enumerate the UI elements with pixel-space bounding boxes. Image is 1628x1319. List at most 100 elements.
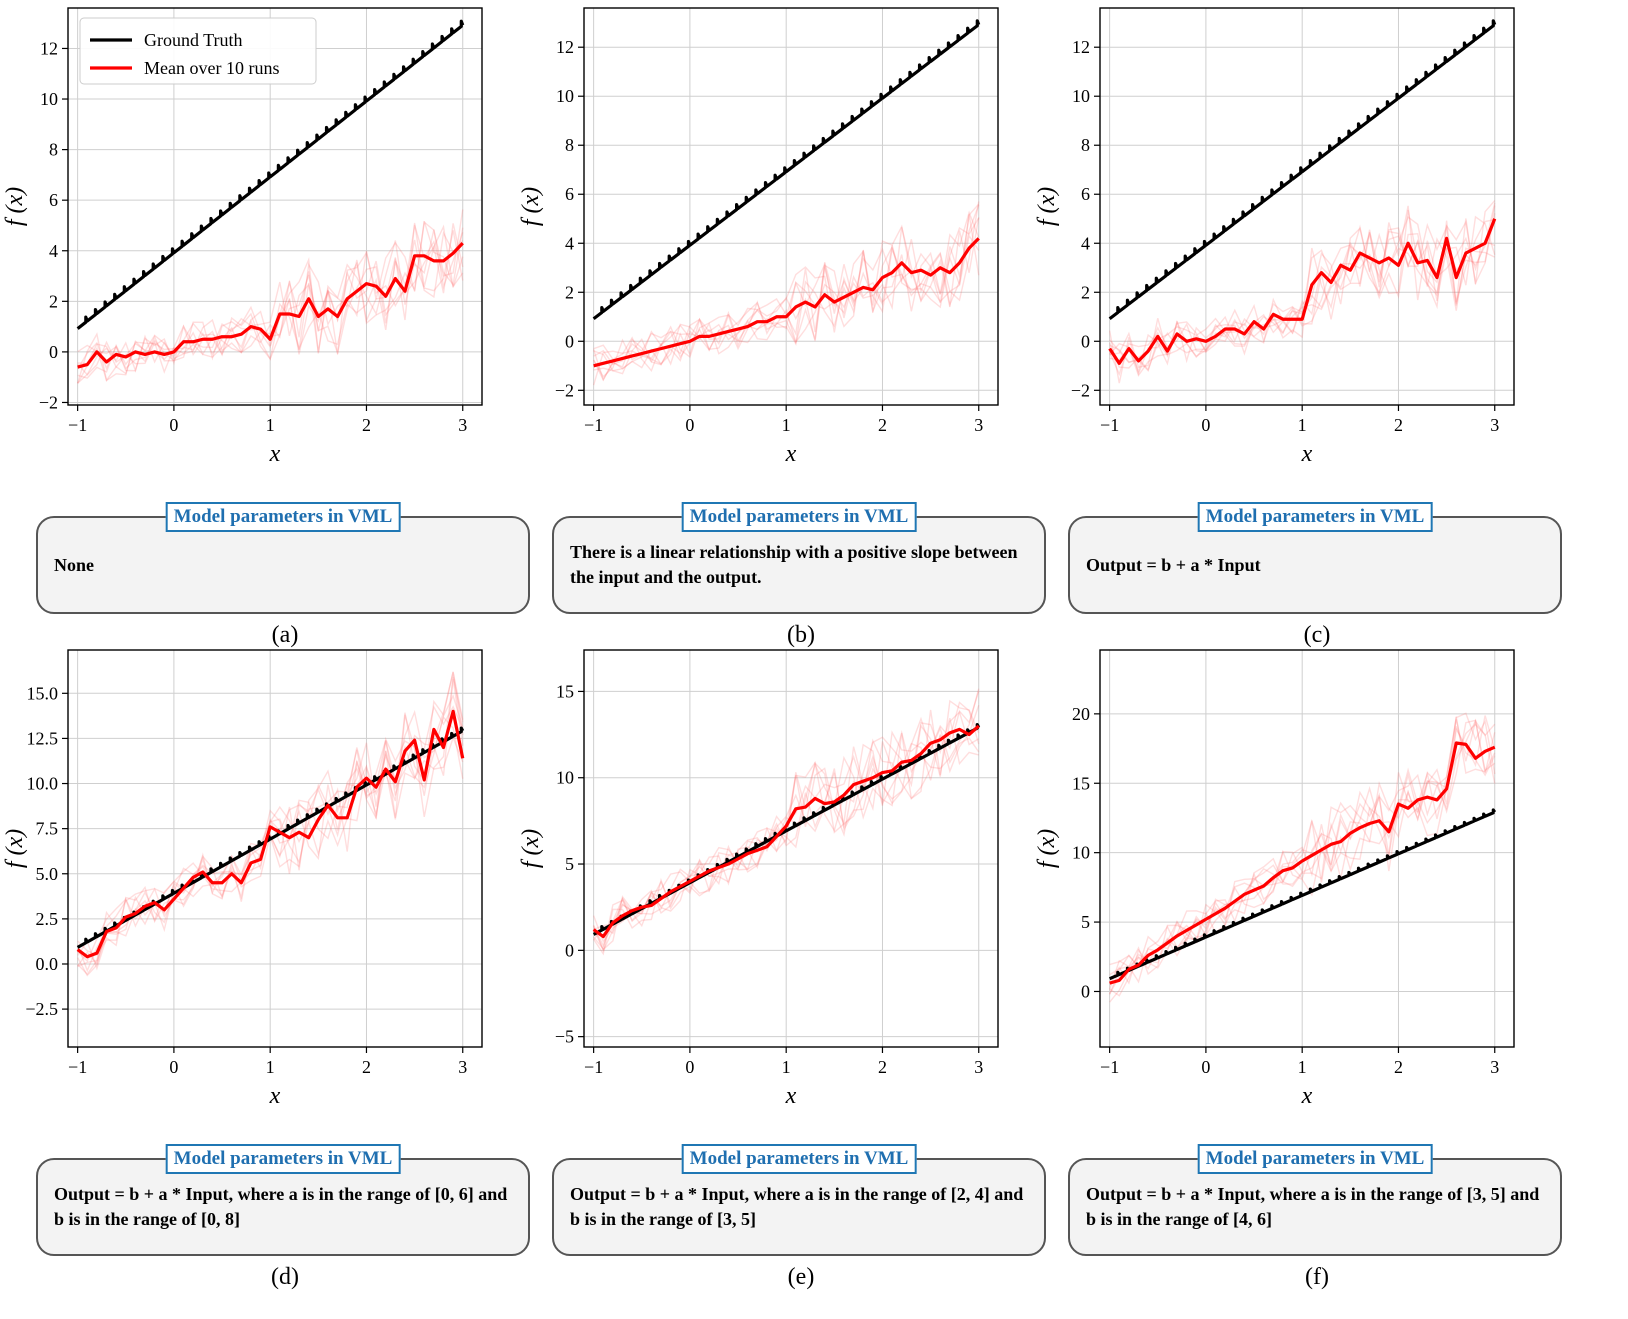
- chart-e: −1 0 1 2 3 −5 0 5 10 15 x f (x): [518, 649, 999, 1109]
- plot-area: [592, 688, 981, 956]
- x-tick-label: 0: [1201, 1057, 1210, 1077]
- y-tick-label: 8: [1081, 135, 1090, 155]
- y-tick-label: 12.5: [27, 728, 59, 748]
- mean-line: [77, 242, 464, 369]
- x-tick-label: −1: [68, 415, 87, 435]
- y-tick-label: 2: [49, 291, 58, 311]
- run-line: [77, 678, 464, 968]
- mean-line: [1108, 218, 1497, 365]
- mean-line: [592, 724, 980, 939]
- vml-title-a: Model parameters in VML: [165, 502, 401, 532]
- x-tick-label: 1: [266, 1057, 275, 1077]
- y-tick-label: 12: [40, 38, 58, 58]
- mean-line: [593, 237, 980, 368]
- vml-box-e: Model parameters in VML Output = b + a *…: [552, 1144, 1046, 1256]
- run-line: [1108, 718, 1496, 995]
- vml-box-a: Model parameters in VML None: [36, 502, 530, 614]
- x-tick-label: −1: [1100, 1057, 1119, 1077]
- legend-box: [79, 17, 317, 85]
- x-tick-label: −1: [584, 1057, 603, 1077]
- panel-label-a: (a): [271, 622, 299, 648]
- panel-label-d: (d): [271, 1264, 299, 1290]
- run-line: [1109, 205, 1496, 368]
- x-tick-label: −1: [1100, 415, 1119, 435]
- plot-area: [76, 671, 465, 977]
- y-tick-label: 10: [556, 86, 574, 106]
- y-tick-label: 5.0: [36, 864, 59, 884]
- run-line: [592, 210, 980, 382]
- x-tick-label: 2: [878, 1057, 887, 1077]
- run-line: [592, 688, 980, 948]
- vml-title-f: Model parameters in VML: [1197, 1144, 1433, 1174]
- panel-label-f: (f): [1305, 1264, 1329, 1290]
- run-line: [593, 214, 980, 375]
- y-tick-label: −2: [39, 392, 58, 412]
- y-tick-label: 10: [556, 768, 574, 788]
- x-tick-label: 0: [1201, 415, 1210, 435]
- x-tick-label: 3: [458, 1057, 467, 1077]
- panel-label-e: (e): [787, 1264, 815, 1290]
- y-tick-label: 0: [1081, 331, 1090, 351]
- x-axis-label: x: [269, 1083, 281, 1109]
- panel-label-c: (c): [1303, 622, 1331, 648]
- x-axis-label: x: [269, 441, 281, 467]
- run-line: [593, 709, 980, 956]
- y-tick-label: 20: [1072, 704, 1090, 724]
- x-tick-label: 2: [362, 1057, 371, 1077]
- run-line: [1108, 726, 1496, 990]
- y-tick-label: 12: [556, 37, 574, 57]
- x-axis-label: x: [785, 1083, 797, 1109]
- ground-truth-line: [592, 19, 981, 321]
- y-tick-label: 10.0: [27, 774, 59, 794]
- y-tick-label: 6: [565, 184, 574, 204]
- y-tick-label: 4: [1081, 233, 1090, 253]
- vml-text-b: There is a linear relationship with a po…: [570, 542, 1018, 587]
- y-tick-label: 10: [1072, 843, 1090, 863]
- x-tick-label: −1: [584, 415, 603, 435]
- run-line: [77, 230, 464, 370]
- plot-area: [592, 19, 981, 386]
- x-tick-label: 0: [685, 1057, 694, 1077]
- vml-box-c: Model parameters in VML Output = b + a *…: [1068, 502, 1562, 614]
- run-line: [592, 203, 980, 382]
- legend-entry: Mean over 10 runs: [144, 58, 279, 78]
- y-tick-label: 10: [40, 89, 58, 109]
- axes-frame: [1099, 7, 1515, 406]
- panel-c: −1 0 1 2 3 −2 0 2 4 6 8 10 12 x f (x) Model parameters…: [1032, 0, 1562, 660]
- run-line: [593, 201, 980, 372]
- y-tick-label: 6: [1081, 184, 1090, 204]
- x-tick-label: 3: [974, 415, 983, 435]
- mean-line: [76, 709, 465, 959]
- y-axis-label: f (x): [1034, 829, 1060, 868]
- y-tick-label: 15.0: [27, 683, 59, 703]
- x-tick-label: 1: [266, 415, 275, 435]
- vml-text-e: Output = b + a * Input, where a is in th…: [570, 1184, 1024, 1229]
- vml-text-a: None: [54, 554, 94, 575]
- panel-label-b: (b): [787, 622, 815, 648]
- vml-box-f: Model parameters in VML Output = b + a *…: [1068, 1144, 1562, 1256]
- y-tick-label: 0.0: [36, 954, 59, 974]
- y-tick-label: 12: [1072, 37, 1090, 57]
- x-tick-label: 2: [362, 415, 371, 435]
- panel-b: −1 0 1 2 3 −2 0 2 4 6 8 10 12 x f (x) Model parameters…: [516, 0, 1046, 660]
- y-tick-label: 4: [49, 241, 58, 261]
- legend-entry: Ground Truth: [144, 30, 243, 50]
- panel-e: −1 0 1 2 3 −5 0 5 10 15 x f (x) Model parameters in…: [516, 642, 1046, 1302]
- x-tick-label: 2: [1394, 1057, 1403, 1077]
- axes-frame: [67, 7, 483, 406]
- x-tick-label: 2: [878, 415, 887, 435]
- vml-text-f: Output = b + a * Input, where a is in th…: [1086, 1184, 1540, 1229]
- run-line: [76, 220, 464, 384]
- x-tick-label: 3: [458, 415, 467, 435]
- x-tick-label: 0: [169, 415, 178, 435]
- plot-area: [1108, 19, 1497, 384]
- x-tick-label: 3: [1490, 415, 1499, 435]
- x-tick-label: 2: [1394, 415, 1403, 435]
- y-tick-label: 5: [1081, 912, 1090, 932]
- plot-area: [76, 19, 465, 384]
- panel-d: −1 0 1 2 3 −2.5 0.0 2.5 5.0 7.5 10.0 12.5 15.0 x f (x)…: [0, 642, 530, 1302]
- x-axis-label: x: [785, 441, 797, 467]
- x-tick-label: 1: [782, 1057, 791, 1077]
